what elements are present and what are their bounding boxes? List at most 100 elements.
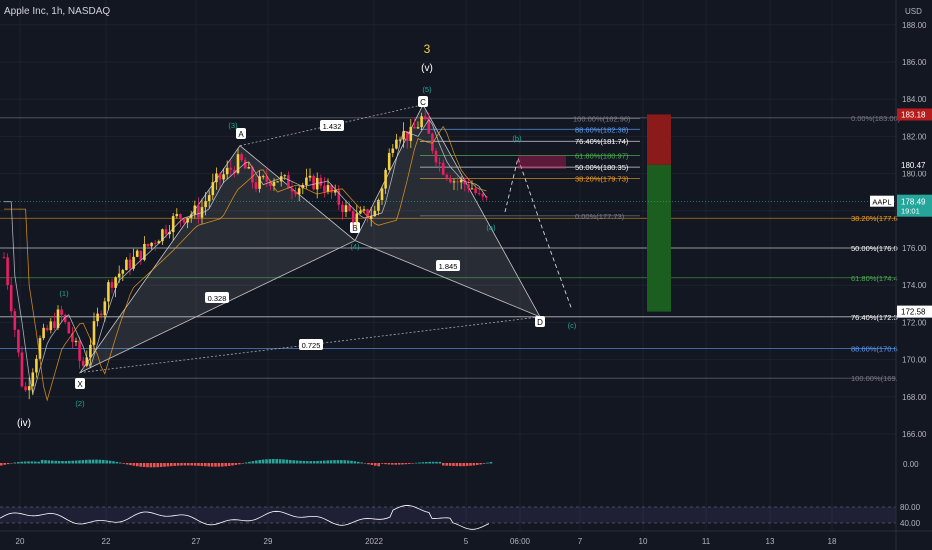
candle-body bbox=[204, 201, 207, 208]
histogram-bar bbox=[146, 463, 149, 468]
candle-body bbox=[161, 229, 164, 242]
pattern-point-bg bbox=[350, 222, 360, 233]
histogram-bar bbox=[27, 461, 30, 464]
candle-body bbox=[135, 250, 139, 257]
histogram-bar bbox=[248, 461, 251, 464]
wave-label: (5) bbox=[422, 85, 432, 94]
moving-average-fast bbox=[4, 118, 487, 395]
histogram-bar bbox=[187, 463, 190, 466]
candle-body bbox=[427, 119, 431, 134]
pattern-point-label: C bbox=[420, 98, 426, 107]
histogram-bar bbox=[13, 462, 17, 464]
histogram-bar bbox=[122, 463, 125, 464]
candle-body bbox=[449, 177, 452, 183]
histogram-bar bbox=[336, 460, 340, 464]
fib-label: 50.00%(176.0 bbox=[851, 244, 898, 253]
histogram-bar bbox=[309, 461, 312, 464]
candle-body bbox=[193, 205, 197, 215]
histogram-bar bbox=[346, 460, 350, 464]
pattern-dotted bbox=[79, 316, 541, 374]
time-axis[interactable]: 20 22 27 29 2022 5 06:00 7 10 11 13 18 bbox=[0, 530, 932, 546]
candle-body bbox=[17, 329, 20, 353]
oscillator-pane: 0.00 bbox=[0, 458, 919, 469]
histogram-bar bbox=[190, 463, 193, 466]
histogram-bar bbox=[316, 460, 319, 464]
histogram-bar bbox=[217, 463, 221, 467]
candle-body bbox=[305, 177, 308, 186]
histogram-bar bbox=[71, 460, 74, 464]
histogram-bar bbox=[125, 463, 129, 465]
histogram-bar bbox=[289, 459, 292, 464]
histogram-bar bbox=[455, 463, 459, 467]
price-axis[interactable]: 166.00 168.00 170.00 172.00 174.00 176.00 178.… bbox=[870, 0, 932, 550]
candle-body bbox=[132, 256, 135, 269]
histogram-bar bbox=[20, 461, 23, 464]
histogram-bar bbox=[380, 463, 384, 464]
histogram-bar bbox=[397, 463, 401, 465]
candle-body bbox=[384, 169, 387, 189]
histogram-bar bbox=[411, 463, 414, 464]
histogram-bar bbox=[431, 461, 435, 464]
histogram-bar bbox=[469, 463, 472, 466]
candle-body bbox=[85, 357, 89, 366]
histogram-bar bbox=[428, 461, 431, 464]
histogram-bar bbox=[142, 463, 146, 468]
histogram-bar bbox=[214, 463, 217, 467]
candle-body bbox=[308, 175, 312, 178]
candles bbox=[2, 110, 488, 402]
candle-body bbox=[269, 181, 272, 186]
candle-body bbox=[445, 174, 449, 178]
candle-body bbox=[341, 204, 344, 213]
candle-body bbox=[225, 167, 229, 175]
histogram-bar bbox=[340, 460, 343, 464]
histogram-bar bbox=[241, 463, 244, 464]
histogram-bar bbox=[299, 460, 302, 464]
y-tick-label: 180.00 bbox=[902, 170, 927, 179]
chart-title: Apple Inc, 1h, NASDAQ bbox=[4, 6, 110, 17]
histogram-bar bbox=[57, 460, 61, 464]
candle-body bbox=[56, 309, 60, 328]
candle-body bbox=[276, 181, 279, 183]
histogram-bar bbox=[258, 459, 261, 464]
candle-body bbox=[434, 150, 438, 163]
histogram-bar bbox=[183, 463, 187, 466]
candle-body bbox=[366, 209, 369, 220]
histogram-bar bbox=[442, 463, 445, 466]
wave-label: (4) bbox=[350, 242, 360, 251]
histogram-bar bbox=[472, 463, 476, 466]
histogram-bar bbox=[255, 460, 258, 464]
candle-body bbox=[377, 200, 380, 211]
histogram-bar bbox=[91, 459, 95, 464]
grid bbox=[0, 0, 896, 530]
histogram-bar bbox=[408, 463, 411, 464]
histogram-bar bbox=[459, 463, 462, 467]
histogram-bar bbox=[81, 460, 85, 464]
histogram-bar bbox=[166, 463, 170, 467]
candle-body bbox=[258, 176, 261, 189]
histogram-bar bbox=[357, 461, 360, 464]
symbol-badge bbox=[870, 195, 894, 207]
candle-body bbox=[78, 340, 81, 361]
fib-label: 76.40%(172.3 bbox=[851, 313, 898, 322]
histogram-bar bbox=[302, 460, 306, 464]
candle-body bbox=[218, 173, 222, 180]
histogram-bar bbox=[476, 463, 479, 465]
candle-body bbox=[20, 352, 24, 387]
histogram-bar bbox=[153, 463, 156, 468]
pattern-point-label: B bbox=[352, 224, 357, 233]
last-price-label: 178.49 bbox=[901, 198, 926, 207]
histogram-bar bbox=[221, 463, 224, 467]
countdown-label: 19:01 bbox=[901, 207, 920, 216]
harmonic-pattern: X A B C D 1.432 0.328 1.845 0.725 bbox=[75, 96, 545, 389]
candle-body bbox=[355, 213, 359, 223]
candle-body bbox=[416, 127, 420, 129]
candle-body bbox=[182, 218, 186, 223]
histogram-bar bbox=[88, 459, 91, 464]
histogram-bar bbox=[462, 463, 465, 467]
candle-body bbox=[186, 217, 189, 223]
target-zone bbox=[518, 155, 566, 170]
candle-body bbox=[441, 162, 445, 175]
candle-body bbox=[81, 360, 85, 366]
candle-body bbox=[431, 133, 434, 151]
